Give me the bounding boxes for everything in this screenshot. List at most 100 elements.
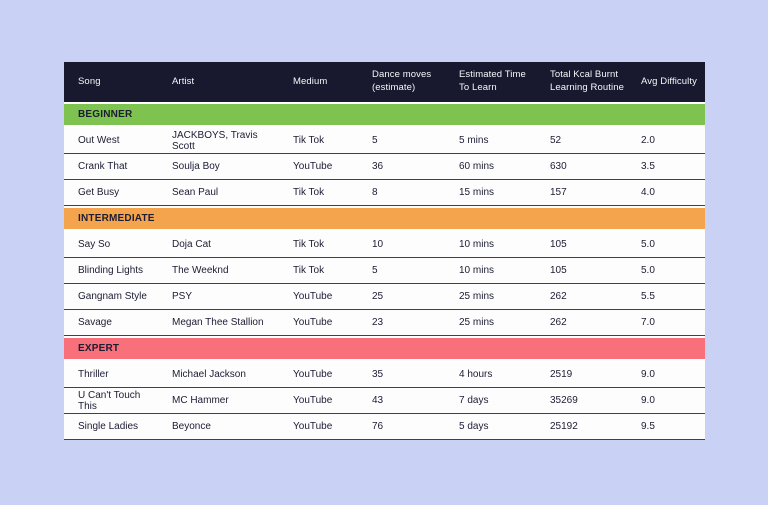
cell-avg-difficulty: 2.0 [641,135,655,146]
column-header-line: Song [78,75,101,87]
column-header: Avg Difficulty [627,62,705,102]
cell-avg-difficulty: 9.0 [641,369,655,380]
cell-medium: YouTube [293,291,333,302]
cell-medium: Tik Tok [293,265,325,276]
cell-avg-difficulty: 9.5 [641,421,655,432]
cell-dance-moves: 35 [372,369,384,380]
cell-song: Thriller [78,369,109,380]
column-header: Total Kcal Burnt Learning Routine [536,62,627,102]
cell-song: Savage [78,317,112,328]
table-row: Get Busy Sean Paul Tik Tok 8 15 mins 157 4.0 [64,180,705,206]
table-row: Blinding Lights The Weeknd Tik Tok 5 10 mins… [64,258,705,284]
section-label: BEGINNER [78,109,133,120]
table-row: Single Ladies Beyonce YouTube 76 5 days 25192… [64,414,705,440]
cell-kcal-burnt: 630 [550,161,567,172]
cell-artist: Beyonce [172,421,211,432]
cell-avg-difficulty: 5.0 [641,265,655,276]
cell-dance-moves: 36 [372,161,384,172]
column-header: Artist [158,62,279,102]
cell-kcal-burnt: 157 [550,187,567,198]
cell-kcal-burnt: 35269 [550,395,578,406]
cell-avg-difficulty: 4.0 [641,187,655,198]
cell-dance-moves: 43 [372,395,384,406]
cell-time-to-learn: 4 hours [459,369,493,380]
cell-time-to-learn: 25 mins [459,291,495,302]
cell-dance-moves: 5 [372,135,378,146]
cell-time-to-learn: 7 days [459,395,489,406]
section-header-beginner: BEGINNER [64,102,705,128]
cell-kcal-burnt: 262 [550,317,567,328]
table-row: Thriller Michael Jackson YouTube 35 4 hours 2… [64,362,705,388]
cell-artist: Michael Jackson [172,369,246,380]
cell-medium: Tik Tok [293,239,325,250]
cell-song: Single Ladies [78,421,139,432]
cell-song: Say So [78,239,111,250]
column-header: Dance moves (estimate) [358,62,445,102]
cell-dance-moves: 76 [372,421,384,432]
column-header-line: Estimated Time [459,69,526,81]
column-header: Estimated Time To Learn [445,62,536,102]
cell-kcal-burnt: 105 [550,239,567,250]
table-row: U Can't Touch This MC Hammer YouTube 43 7 da… [64,388,705,414]
cell-song: Blinding Lights [78,265,144,276]
table-body: BEGINNER Out West JACKBOYS, Travis Scott Ti… [64,102,705,440]
cell-kcal-burnt: 2519 [550,369,573,380]
section-header-intermediate: INTERMEDIATE [64,206,705,232]
column-header-line: Avg Difficulty [641,75,697,87]
cell-dance-moves: 5 [372,265,378,276]
cell-song: Gangnam Style [78,291,147,302]
cell-dance-moves: 10 [372,239,384,250]
cell-artist: Doja Cat [172,239,211,250]
cell-time-to-learn: 5 mins [459,135,489,146]
cell-dance-moves: 25 [372,291,384,302]
column-header-line: To Learn [459,82,497,93]
cell-time-to-learn: 15 mins [459,187,495,198]
cell-avg-difficulty: 5.5 [641,291,655,302]
cell-avg-difficulty: 3.5 [641,161,655,172]
table-row: Crank That Soulja Boy YouTube 36 60 mins 630 3… [64,154,705,180]
cell-medium: YouTube [293,421,333,432]
cell-medium: YouTube [293,317,333,328]
cell-dance-moves: 8 [372,187,378,198]
cell-medium: Tik Tok [293,187,325,198]
cell-artist: JACKBOYS, Travis Scott [172,129,258,152]
column-header-line: Artist [172,75,195,87]
cell-artist: The Weeknd [172,265,229,276]
table-header-row: Song Artist Medium Dance moves (estimate) Est… [64,62,705,102]
cell-medium: Tik Tok [293,135,325,146]
cell-song: Crank That [78,161,128,172]
section-label: INTERMEDIATE [78,213,155,224]
cell-artist: MC Hammer [172,395,229,406]
cell-kcal-burnt: 25192 [550,421,578,432]
section-label: EXPERT [78,343,120,354]
cell-avg-difficulty: 7.0 [641,317,655,328]
table-row: Gangnam Style PSY YouTube 25 25 mins 262 5.5 [64,284,705,310]
cell-time-to-learn: 25 mins [459,317,495,328]
section-header-expert: EXPERT [64,336,705,362]
cell-artist: Sean Paul [172,187,219,198]
cell-song: U Can't Touch This [78,389,141,412]
dance-routines-table: Song Artist Medium Dance moves (estimate) Est… [64,62,705,440]
column-header-line: Dance moves [372,69,432,81]
table-row: Savage Megan Thee Stallion YouTube 23 25 min… [64,310,705,336]
column-header-line: Learning Routine [550,82,624,93]
column-header-line: Total Kcal Burnt [550,69,619,81]
table-row: Say So Doja Cat Tik Tok 10 10 mins 105 5.0 [64,232,705,258]
cell-song: Out West [78,135,120,146]
cell-time-to-learn: 10 mins [459,239,495,250]
cell-avg-difficulty: 9.0 [641,395,655,406]
cell-time-to-learn: 10 mins [459,265,495,276]
cell-artist: PSY [172,291,193,302]
cell-medium: YouTube [293,395,333,406]
column-header-line: Medium [293,75,328,87]
cell-time-to-learn: 5 days [459,421,489,432]
cell-medium: YouTube [293,369,333,380]
cell-artist: Megan Thee Stallion [172,317,264,328]
cell-artist: Soulja Boy [172,161,220,172]
cell-kcal-burnt: 105 [550,265,567,276]
cell-medium: YouTube [293,161,333,172]
cell-time-to-learn: 60 mins [459,161,495,172]
cell-song: Get Busy [78,187,120,198]
column-header-line: (estimate) [372,82,416,93]
cell-kcal-burnt: 52 [550,135,562,146]
